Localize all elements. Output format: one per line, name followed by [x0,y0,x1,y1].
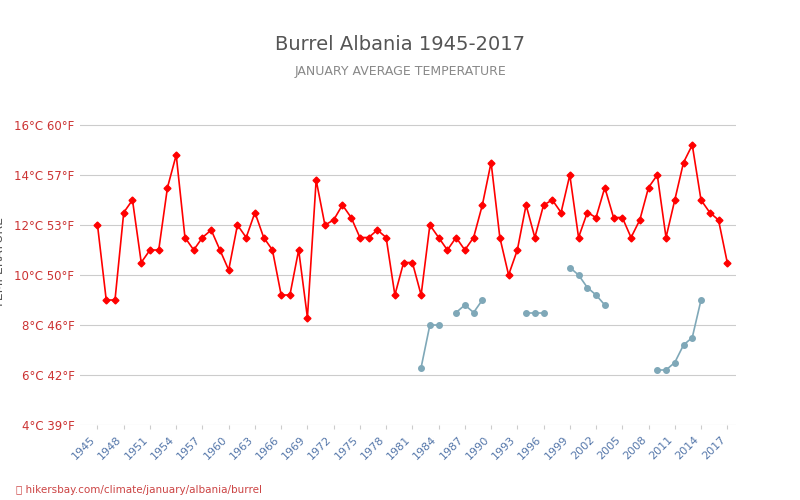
Y-axis label: TEMPERATURE: TEMPERATURE [0,217,6,308]
Text: JANUARY AVERAGE TEMPERATURE: JANUARY AVERAGE TEMPERATURE [294,65,506,78]
Text: 📍 hikersbay.com/climate/january/albania/burrel: 📍 hikersbay.com/climate/january/albania/… [16,485,262,495]
Text: Burrel Albania 1945-2017: Burrel Albania 1945-2017 [275,35,525,54]
